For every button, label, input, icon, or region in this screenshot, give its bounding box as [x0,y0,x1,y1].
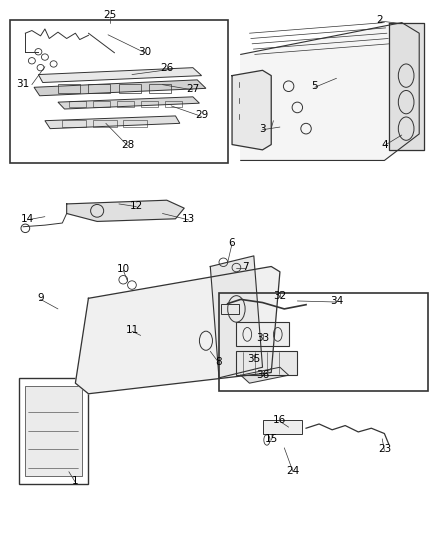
Text: 30: 30 [138,47,152,56]
Polygon shape [389,22,424,150]
Text: 3: 3 [259,124,266,134]
Text: 36: 36 [256,370,269,380]
Bar [62,120,86,127]
Bar [10,20,228,163]
Text: 15: 15 [265,434,278,444]
Text: 27: 27 [186,84,200,94]
Text: 1: 1 [72,477,79,486]
Bar [117,101,134,108]
Text: 14: 14 [21,214,34,224]
Text: 25: 25 [103,10,117,20]
Text: 28: 28 [121,140,134,150]
Text: 12: 12 [130,200,143,211]
Bar [93,101,110,108]
Text: 16: 16 [273,415,286,425]
Polygon shape [241,367,289,383]
Text: 5: 5 [311,81,318,91]
Text: 26: 26 [160,63,173,72]
Polygon shape [58,97,199,109]
Bar [93,120,117,127]
Polygon shape [67,200,184,221]
Polygon shape [34,80,206,96]
Text: 29: 29 [195,110,208,120]
Bar [221,304,239,314]
Polygon shape [232,70,271,150]
Polygon shape [241,22,419,160]
Text: 2: 2 [377,15,383,25]
Bar [262,420,302,433]
Text: 4: 4 [381,140,388,150]
Bar [123,120,147,127]
Bar [88,84,110,93]
Bar [58,84,80,93]
Text: 35: 35 [247,354,261,364]
Bar [219,293,428,391]
Text: 7: 7 [242,262,248,271]
Bar [237,351,297,375]
Bar [237,322,289,346]
Text: 8: 8 [215,357,223,367]
Bar [119,84,141,93]
Text: 24: 24 [286,466,300,475]
Text: 31: 31 [17,78,30,88]
Text: 23: 23 [378,445,391,455]
Text: 6: 6 [229,238,235,248]
Text: 11: 11 [125,325,138,335]
Bar [25,386,82,476]
Bar [19,378,88,484]
Polygon shape [210,256,262,378]
Text: 32: 32 [273,290,286,301]
Bar [149,84,171,93]
Bar [141,101,158,108]
Polygon shape [39,68,201,83]
Text: 10: 10 [117,264,130,274]
Text: 13: 13 [182,214,195,224]
Text: 33: 33 [256,333,269,343]
Bar [165,101,182,108]
Polygon shape [45,116,180,128]
Bar [69,101,86,108]
Text: 34: 34 [330,296,343,306]
Polygon shape [75,266,280,394]
Text: 9: 9 [37,293,44,303]
